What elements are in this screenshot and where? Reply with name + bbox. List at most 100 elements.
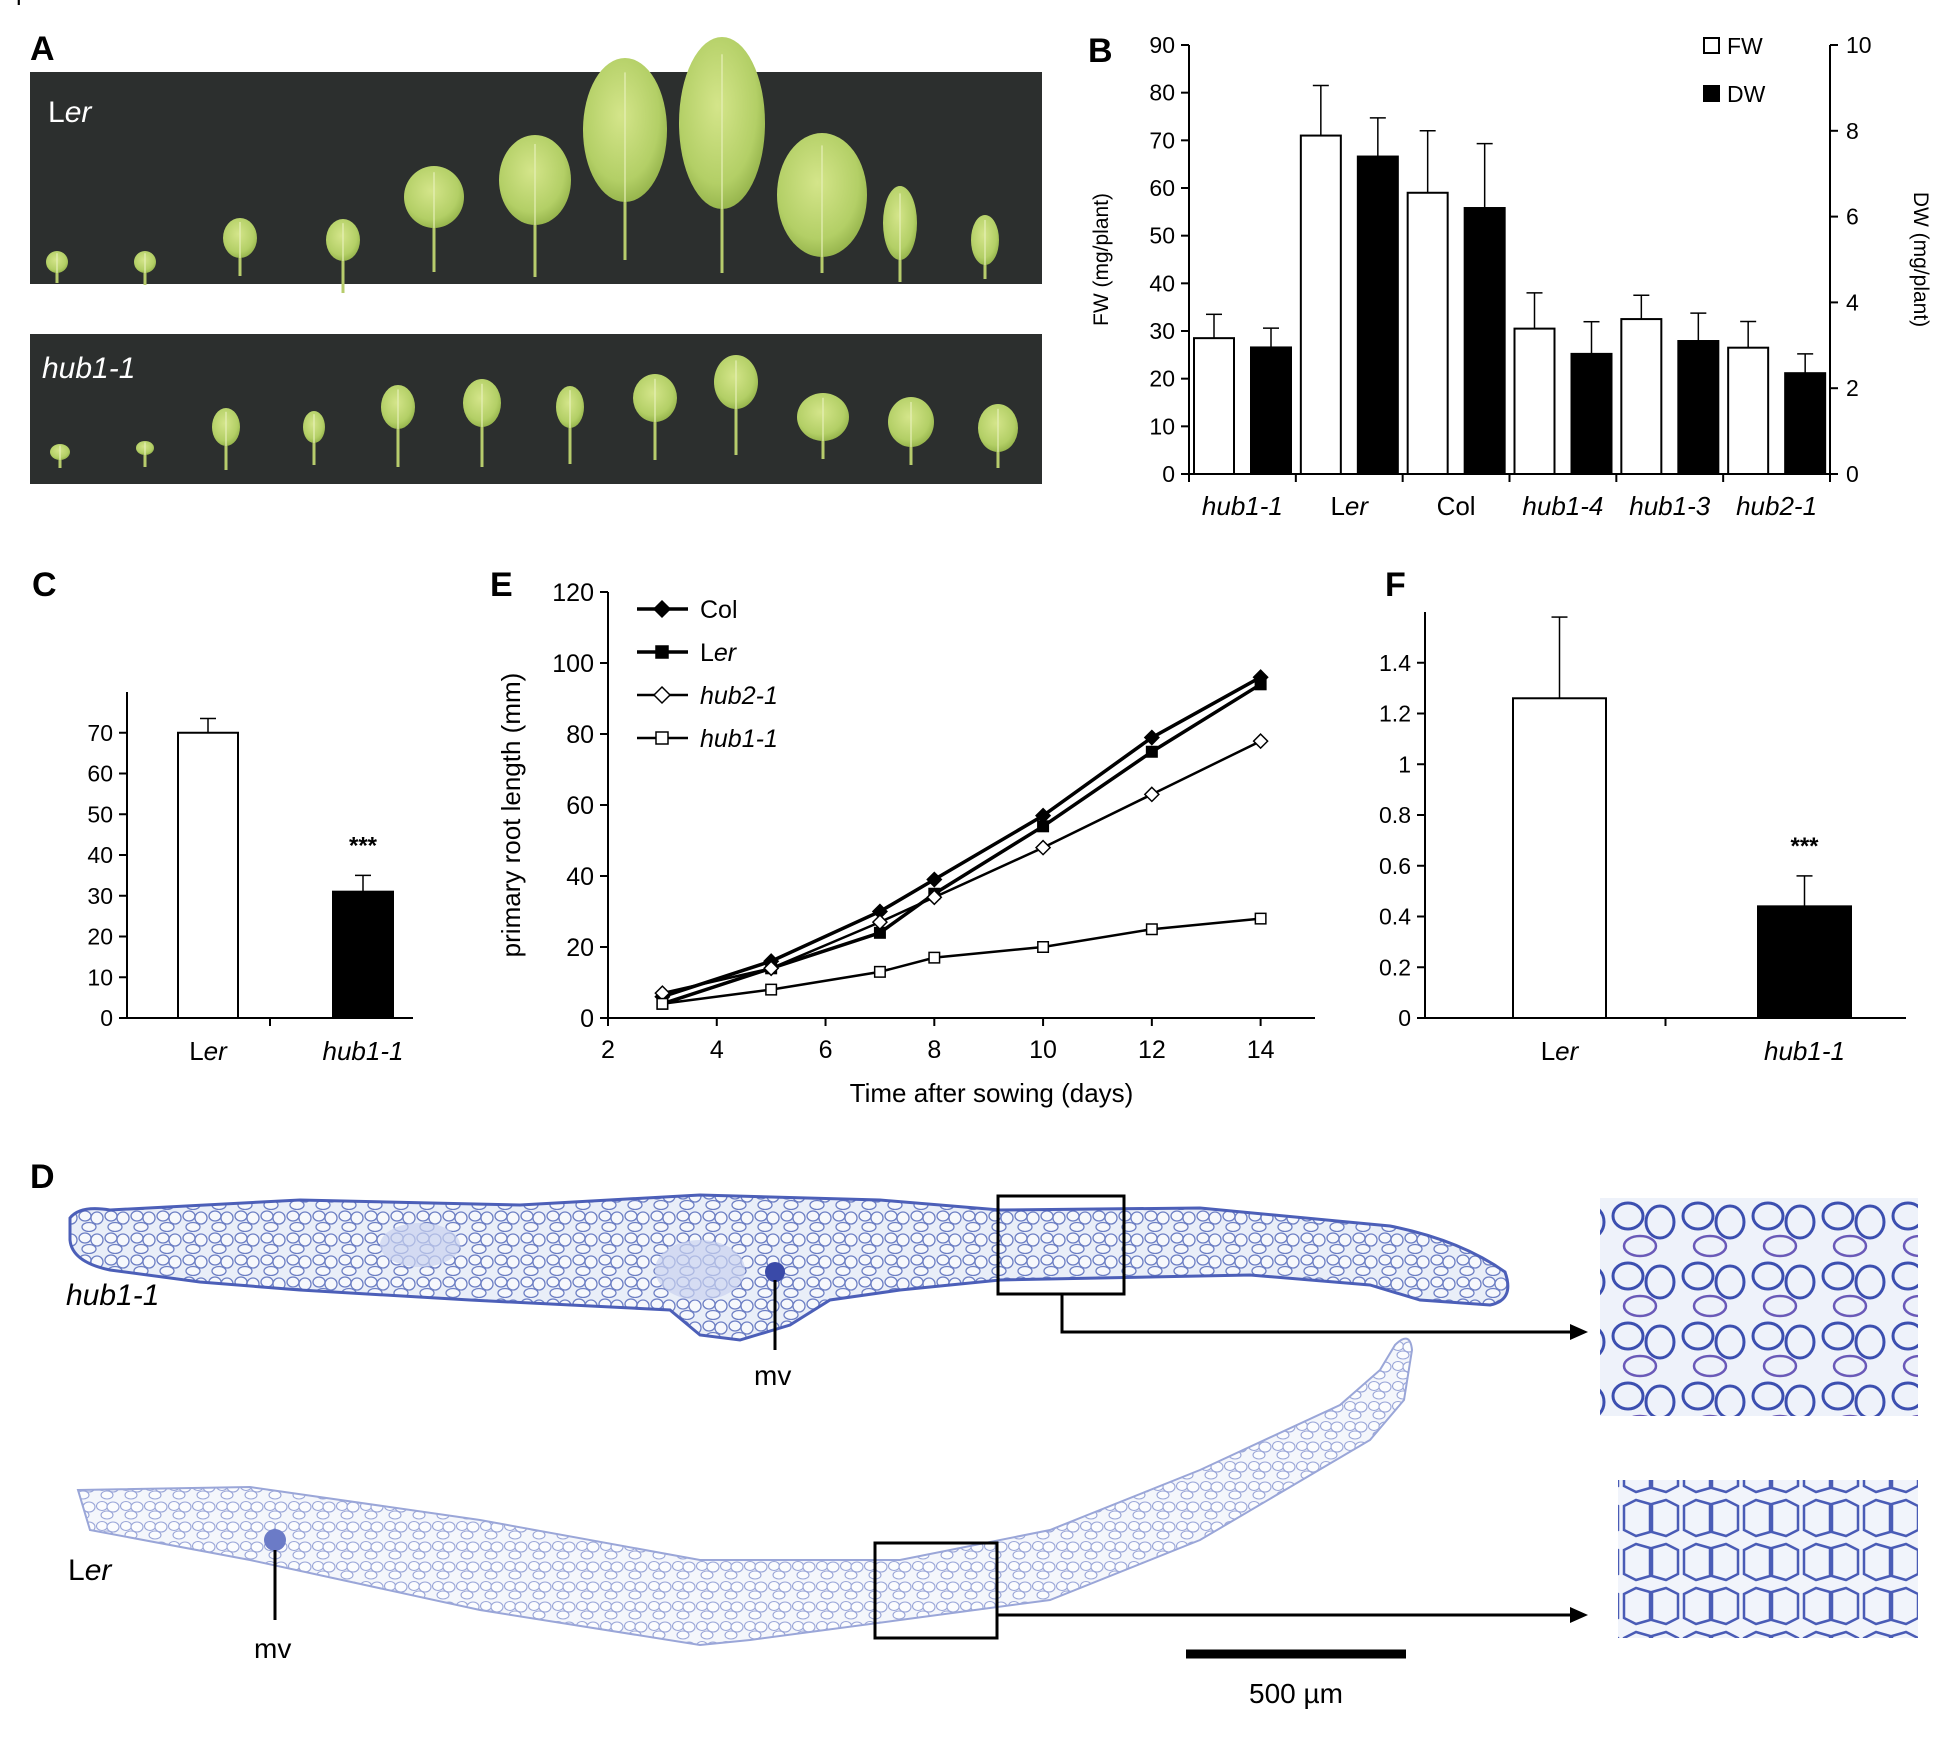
data-point [765, 983, 778, 996]
data-point [1037, 941, 1050, 953]
y-left-tick-label: 60 [1149, 175, 1175, 201]
x-tick-label: 14 [1247, 1036, 1275, 1064]
bar-dw [1570, 352, 1613, 476]
y-right-tick-label: 0 [1846, 461, 1859, 487]
section-label-hub1-1: hub1-1 [66, 1279, 159, 1312]
x-tick-label: 4 [710, 1036, 724, 1064]
y-tick-label: 0 [100, 1005, 113, 1031]
leaf-section-hub1-1 [68, 1193, 1510, 1342]
ler-leaf [499, 135, 571, 277]
bar [332, 890, 394, 1019]
bar-fw [1513, 327, 1556, 475]
bar [1757, 905, 1852, 1019]
bar-dw [1463, 207, 1506, 476]
y-tick-label: 1.4 [1379, 650, 1411, 676]
y-tick-label: 10 [87, 964, 113, 990]
legend-label-fw: FW [1727, 33, 1763, 59]
hub1-1-leaf [556, 386, 584, 464]
y-right-tick-label: 8 [1846, 118, 1859, 144]
x-tick-label: 12 [1138, 1036, 1166, 1064]
panel-letter-b: B [1088, 32, 1113, 70]
x-category-label: hub1-4 [1522, 491, 1603, 521]
mv-label-bottom: mv [254, 1633, 291, 1664]
hub1-1-leaf [136, 441, 154, 467]
x-category-label: hub1-1 [1764, 1036, 1845, 1066]
vein-hub1-1-b [655, 1240, 745, 1300]
y-tick-label: 0.4 [1379, 904, 1411, 930]
legend-label: Col [700, 596, 738, 624]
panel-b: B 0 10 20 30 40 50 60 70 80 90 0 2 4 6 8 10 FW (mg/plant… [1088, 32, 1932, 521]
data-point [1143, 786, 1160, 803]
y-tick-label: 20 [566, 934, 594, 962]
y-left-axis-title: FW (mg/plant) [1090, 193, 1113, 326]
data-point [926, 871, 943, 888]
leaf-photo-hub1-1 [30, 334, 1042, 484]
bar-fw [1620, 318, 1663, 476]
data-point [1037, 820, 1050, 833]
data-point [871, 914, 888, 931]
midvein-hub1-1 [765, 1262, 785, 1282]
legend-swatch-fw [1703, 37, 1720, 54]
legend-marker [655, 645, 669, 659]
panel-a: A Ler hub1-1 [30, 30, 1042, 484]
x-category-label: Ler [1330, 491, 1369, 521]
panel-letter-e: E [490, 566, 513, 604]
significance-label: *** [1790, 833, 1819, 860]
y-tick-label: 70 [87, 720, 113, 746]
y-left-tick-label: 70 [1149, 127, 1175, 153]
panel-d: D mv hub1-1 mv Ler 500 µm [30, 1158, 1918, 1709]
legend-label: hub2-1 [700, 682, 778, 710]
y-tick-label: 50 [87, 801, 113, 827]
bar-dw [1677, 340, 1720, 476]
x-tick-label: 8 [927, 1036, 941, 1064]
data-point [1143, 729, 1160, 746]
y-tick-label: 0.8 [1379, 802, 1411, 828]
series-hub1-1 [656, 912, 1267, 1010]
series-line [662, 917, 1261, 1006]
y-left-tick-label: 30 [1149, 318, 1175, 344]
hub1-1-leaf [50, 444, 70, 468]
y-tick-label: 0 [1398, 1005, 1411, 1031]
y-right-tick-label: 10 [1846, 32, 1872, 58]
bar-fw [1193, 337, 1235, 475]
mv-label-top: mv [754, 1360, 791, 1391]
y-tick-label: 1.2 [1379, 701, 1411, 727]
hub1-1-leaf [888, 397, 934, 465]
vein-hub1-1-a [380, 1223, 460, 1267]
ler-leaf [583, 58, 667, 260]
data-point [763, 960, 780, 977]
ler-leaf [134, 251, 156, 285]
x-category-label: hub1-1 [1202, 491, 1283, 521]
bar-dw [1356, 155, 1399, 475]
data-point [1035, 839, 1052, 856]
data-point [926, 889, 943, 906]
y-tick-label: 0.2 [1379, 954, 1411, 980]
data-point [1145, 745, 1158, 758]
panel-letter-f: F [1385, 566, 1406, 604]
y-left-tick-label: 20 [1149, 366, 1175, 392]
legend-label: hub1-1 [700, 725, 778, 753]
y-tick-label: 80 [566, 721, 594, 749]
panel-letter-d: D [30, 1158, 55, 1196]
ler-leaf [679, 37, 765, 273]
panel-e: E 0 20 40 60 80 100 120 2 4 6 8 10 12 14 Time after so… [490, 566, 1315, 1108]
y-tick-label: 20 [87, 924, 113, 950]
legend-marker [652, 599, 672, 619]
y-left-tick-label: 90 [1149, 32, 1175, 58]
y-tick-label: 100 [552, 650, 594, 678]
y-right-axis-title: DW (mg/plant) [1909, 192, 1932, 327]
x-category-label: Ler [189, 1036, 228, 1066]
data-point [1254, 912, 1267, 925]
x-axis-title: Time after sowing (days) [850, 1078, 1134, 1108]
y-left-tick-label: 50 [1149, 223, 1175, 249]
bar-fw [1727, 346, 1770, 475]
ler-leaf [223, 218, 257, 276]
x-category-label: Ler [1541, 1036, 1580, 1066]
y-axis-title: primary root length (mm) [496, 673, 526, 958]
panel-f: F 0 0.2 0.4 0.6 0.8 1 1.2 1.4 root cortex cell p… [0, 0, 1906, 1066]
hub1-1-leaf [303, 411, 325, 465]
data-point [1254, 678, 1267, 691]
leaf-section-ler [76, 1337, 1414, 1647]
y-left-tick-label: 80 [1149, 80, 1175, 106]
